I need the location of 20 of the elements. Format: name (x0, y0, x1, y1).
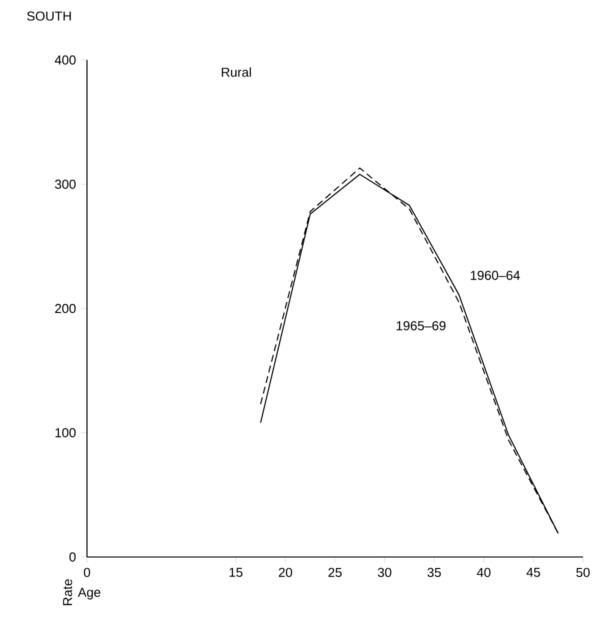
chart-title: SOUTH (27, 12, 71, 21)
x-tick-label: 35 (427, 568, 441, 578)
y-tick-label: 200 (55, 304, 76, 314)
y-tick-label: 300 (55, 180, 76, 189)
x-tick-label: 15 (230, 568, 242, 577)
series-label: 1960–64 (470, 270, 520, 280)
x-tick-label: 30 (378, 568, 392, 578)
x-tick-label: 25 (328, 568, 342, 578)
x-tick-label: 40 (476, 568, 490, 578)
y-tick-label: 0 (69, 552, 76, 562)
x-axis-title: Age (78, 588, 100, 600)
y-tick-label: 100 (56, 428, 76, 438)
y-tick-label: 400 (54, 55, 76, 65)
series-label: 1965–69 (396, 321, 446, 330)
y-axis-title: Rate (63, 579, 72, 606)
annotation: Rural (222, 67, 251, 77)
x-tick-label: 0 (84, 568, 90, 578)
x-tick-label: 50 (576, 568, 590, 578)
x-tick-label: 45 (526, 568, 540, 577)
x-tick-label: 20 (278, 568, 292, 578)
